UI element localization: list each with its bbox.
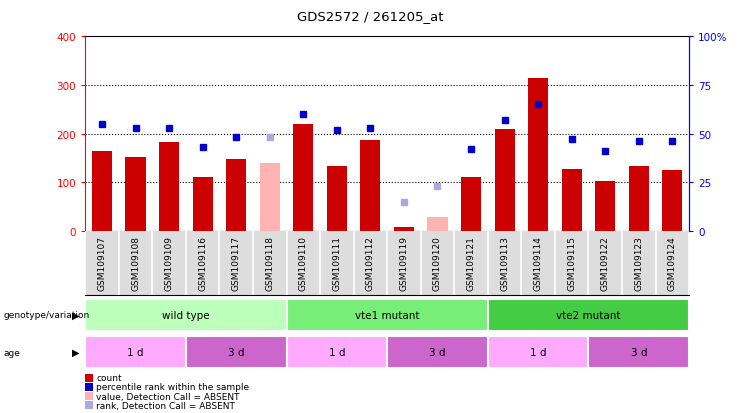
Text: ▶: ▶: [72, 310, 79, 320]
Bar: [85, 336, 186, 368]
Text: GSM109122: GSM109122: [601, 236, 610, 290]
Bar: [461, 178, 481, 231]
Text: 3 d: 3 d: [429, 347, 446, 357]
Bar: [428, 218, 448, 231]
Text: 3 d: 3 d: [631, 347, 647, 357]
Text: GSM109120: GSM109120: [433, 236, 442, 290]
Text: 1 d: 1 d: [530, 347, 546, 357]
Text: rank, Detection Call = ABSENT: rank, Detection Call = ABSENT: [96, 401, 235, 410]
Text: GSM109123: GSM109123: [634, 236, 643, 290]
Text: 1 d: 1 d: [328, 347, 345, 357]
Text: GSM109121: GSM109121: [467, 236, 476, 290]
Bar: [588, 336, 689, 368]
Bar: [528, 78, 548, 231]
Bar: [287, 299, 488, 331]
Text: GSM109115: GSM109115: [567, 236, 576, 291]
Text: GSM109108: GSM109108: [131, 236, 140, 291]
Text: GSM109110: GSM109110: [299, 236, 308, 291]
Text: GSM109114: GSM109114: [534, 236, 542, 290]
Text: vte2 mutant: vte2 mutant: [556, 310, 621, 320]
Bar: [193, 178, 213, 231]
Text: GSM109109: GSM109109: [165, 236, 173, 291]
Bar: [287, 336, 387, 368]
Bar: [494, 129, 515, 231]
Text: wild type: wild type: [162, 310, 210, 320]
Text: count: count: [96, 373, 122, 382]
Bar: [394, 228, 414, 231]
Text: GSM109116: GSM109116: [198, 236, 207, 291]
Bar: [85, 299, 287, 331]
Bar: [488, 336, 588, 368]
Bar: [360, 140, 380, 231]
Bar: [662, 171, 682, 231]
Bar: [159, 142, 179, 231]
Text: GDS2572 / 261205_at: GDS2572 / 261205_at: [297, 10, 444, 23]
Bar: [595, 182, 615, 231]
Text: GSM109118: GSM109118: [265, 236, 274, 291]
Bar: [387, 336, 488, 368]
Text: GSM109124: GSM109124: [668, 236, 677, 290]
Text: 1 d: 1 d: [127, 347, 144, 357]
Bar: [488, 299, 689, 331]
Bar: [125, 157, 145, 231]
Text: ▶: ▶: [72, 347, 79, 357]
Text: vte1 mutant: vte1 mutant: [355, 310, 419, 320]
Text: age: age: [4, 348, 21, 357]
Bar: [562, 169, 582, 231]
Text: percentile rank within the sample: percentile rank within the sample: [96, 382, 250, 392]
Bar: [186, 336, 287, 368]
Text: GSM109113: GSM109113: [500, 236, 509, 291]
Bar: [327, 167, 347, 231]
Bar: [628, 167, 649, 231]
Text: GSM109117: GSM109117: [232, 236, 241, 291]
Text: GSM109119: GSM109119: [399, 236, 408, 291]
Text: 3 d: 3 d: [228, 347, 245, 357]
Bar: [259, 164, 280, 231]
Bar: [92, 151, 112, 231]
Text: GSM109112: GSM109112: [366, 236, 375, 290]
Text: genotype/variation: genotype/variation: [4, 311, 90, 320]
Text: GSM109111: GSM109111: [333, 236, 342, 291]
Text: value, Detection Call = ABSENT: value, Detection Call = ABSENT: [96, 392, 240, 401]
Bar: [226, 159, 246, 231]
Bar: [293, 125, 313, 231]
Text: GSM109107: GSM109107: [98, 236, 107, 291]
